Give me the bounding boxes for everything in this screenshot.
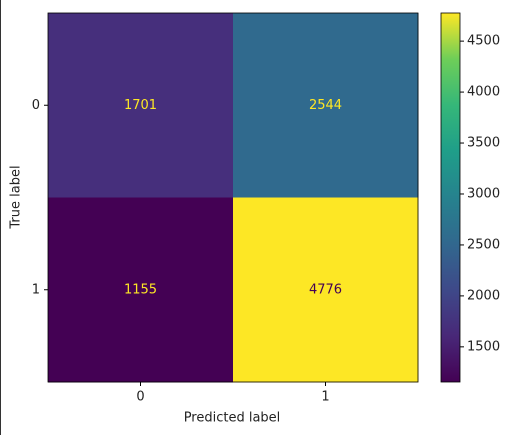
cell-value-label: 1701 (124, 98, 157, 113)
y-axis-label: True label (9, 165, 24, 229)
y-tick-label: 1 (32, 282, 40, 297)
cell-value-label: 4776 (309, 282, 342, 297)
plot-frame (47, 12, 419, 383)
x-tick-label: 1 (321, 390, 329, 405)
colorbar-tick-label: 2500 (467, 237, 500, 252)
colorbar-tick-label: 2000 (467, 288, 500, 303)
x-axis-label: Predicted label (184, 411, 281, 426)
heatmap-cell (233, 13, 419, 198)
colorbar-tick-label: 3500 (467, 136, 500, 151)
colorbar (440, 12, 461, 383)
cell-value-label: 2544 (309, 98, 342, 113)
heatmap-cell (48, 13, 234, 198)
colorbar-tick-label: 3000 (467, 186, 500, 201)
heatmap-cell (48, 197, 234, 383)
colorbar-tick-label: 4000 (467, 85, 500, 100)
heatmap-cell (233, 197, 419, 383)
cell-value-label: 1155 (124, 282, 157, 297)
colorbar-tick-label: 1500 (467, 339, 500, 354)
y-tick-label: 0 (32, 98, 40, 113)
x-tick-label: 0 (136, 390, 144, 405)
colorbar-tick-label: 4500 (467, 34, 500, 49)
